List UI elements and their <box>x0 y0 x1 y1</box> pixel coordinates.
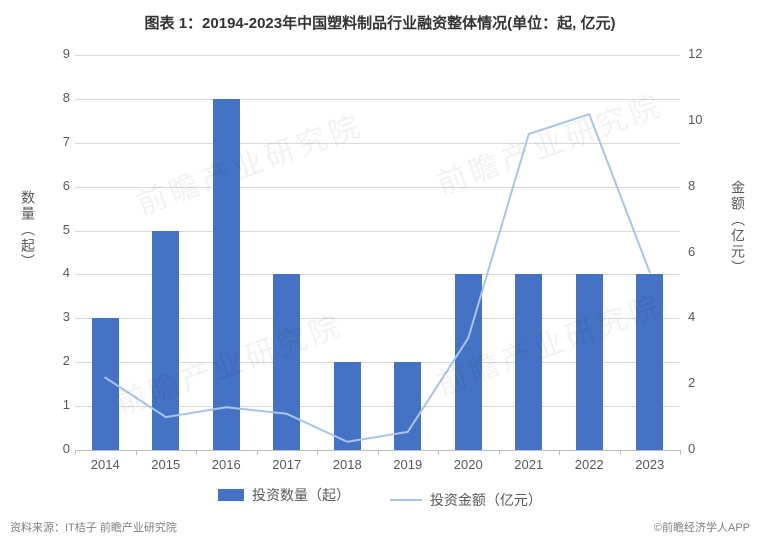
legend-label-bars: 投资数量（起） <box>252 485 350 505</box>
y2-axis-label: 金额（亿元） <box>728 180 748 276</box>
y1-axis-label: 数量（起） <box>18 190 38 270</box>
plot-area <box>75 55 680 450</box>
legend-label-line: 投资金额（亿元） <box>430 490 542 510</box>
legend-item-line: 投资金额（亿元） <box>390 490 542 510</box>
line-series <box>75 55 680 450</box>
source-text: 资料来源：IT桔子 前瞻产业研究院 <box>10 519 177 535</box>
legend-swatch-bar <box>218 489 244 501</box>
brand-text: ©前瞻经济学人APP <box>654 519 750 535</box>
legend-swatch-line <box>390 499 422 501</box>
legend: 投资数量（起） 投资金额（亿元） <box>0 485 760 510</box>
legend-item-bars: 投资数量（起） <box>218 485 350 505</box>
chart-title: 图表 1：20194-2023年中国塑料制品行业融资整体情况(单位：起, 亿元) <box>0 0 760 33</box>
